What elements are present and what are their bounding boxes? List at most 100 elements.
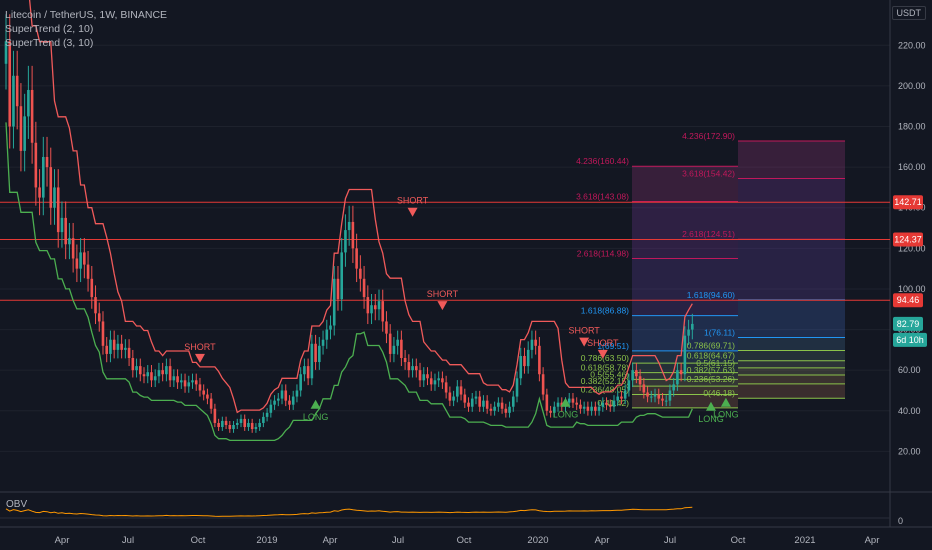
fib-left-band [632, 201, 738, 259]
fib-right-level-label: 0(46.18) [703, 388, 735, 398]
candle-body [83, 252, 86, 265]
fib-right-level-label: 0.786(69.71) [687, 340, 735, 350]
candle-body [79, 252, 82, 269]
candle-body [627, 380, 631, 391]
candle-body [497, 402, 500, 407]
short-arrow-icon [407, 207, 418, 217]
candle-body [224, 420, 228, 425]
candle-body [38, 187, 41, 198]
candle-body [314, 343, 317, 363]
candle-body [280, 390, 284, 399]
candle-body [191, 380, 194, 383]
time-tick-label: Oct [457, 535, 472, 546]
candle-body [340, 252, 343, 300]
candle-body [284, 390, 288, 401]
candle-body [127, 347, 131, 358]
candle-body [198, 384, 202, 391]
candle-body [448, 392, 452, 401]
fib-right-band [738, 367, 845, 375]
candle-body [523, 355, 526, 367]
short-arrow-icon [579, 337, 590, 347]
candle-body [441, 378, 444, 383]
price-level-value: 94.46 [897, 295, 920, 305]
time-tick-label: Apr [55, 535, 70, 546]
fib-right-band [738, 350, 845, 361]
candle-body [508, 406, 511, 413]
candle-body [27, 89, 30, 117]
time-tick-label: 2019 [256, 535, 277, 546]
candle-body [388, 333, 392, 354]
price-level-badge [893, 195, 923, 210]
candle-body [482, 400, 485, 407]
candle-body [370, 305, 373, 314]
fib-right-level-label: 2.618(124.51) [682, 229, 735, 239]
candle-body [135, 366, 138, 371]
long-signal-label: LONG [553, 410, 579, 420]
candle-body [359, 268, 362, 279]
candle-body [101, 321, 105, 346]
long-signal-label: LONG [713, 410, 739, 420]
supertrend-2-label: SuperTrend (3, 10) [5, 37, 94, 49]
candle-body [679, 370, 683, 375]
supertrend-1-label: SuperTrend (2, 10) [5, 23, 94, 35]
candle-body [235, 422, 239, 425]
candle-body [247, 422, 250, 428]
candle-body [470, 398, 474, 407]
candle-body [620, 396, 623, 399]
candle-body [49, 167, 53, 208]
candle-body [176, 376, 179, 383]
candle-body [668, 390, 672, 401]
price-level-badge [893, 293, 923, 308]
fib-left-level-label: 0.786(63.50) [581, 353, 629, 363]
candle-body [594, 406, 597, 411]
fib-right-band [738, 239, 845, 300]
candle-body [452, 396, 455, 401]
candle-body [385, 321, 388, 334]
candle-body [433, 380, 437, 385]
fib-right-level-label: 1.618(94.60) [687, 290, 735, 300]
candle-body [4, 41, 8, 64]
fib-left-level-label: 3.618(143.08) [576, 191, 629, 201]
candle-body [605, 402, 608, 405]
candle-body [616, 396, 620, 401]
short-signal-label: SHORT [427, 289, 459, 299]
fib-right-band [738, 360, 845, 368]
supertrend-long-line [5, 122, 693, 442]
candle-body [112, 339, 116, 350]
candle-body [638, 376, 642, 385]
symbol-title: Litecoin / TetherUS, 1W, BINANCE [5, 9, 168, 21]
candle-body [325, 329, 329, 340]
candle-body [329, 325, 332, 330]
fib-right-band [738, 299, 845, 338]
candle-body [138, 366, 142, 375]
price-tick-label: 220.00 [898, 40, 926, 50]
obv-line [5, 506, 693, 517]
candle-body [187, 382, 191, 387]
price-tick-label: 200.00 [898, 81, 926, 91]
fib-left-level-label: 2.618(114.98) [577, 249, 629, 259]
fib-right-band [738, 178, 845, 240]
countdown-badge [893, 332, 927, 347]
candle-body [429, 378, 433, 385]
time-tick-label: Apr [865, 535, 880, 546]
candle-body [53, 187, 56, 208]
fib-right-box [738, 140, 845, 399]
candle-body [519, 355, 523, 379]
candle-body [485, 400, 489, 409]
candle-body [459, 386, 463, 395]
candle-body [511, 396, 515, 407]
candle-body [8, 41, 12, 127]
fib-right-level-label: 0.618(64.67) [687, 351, 735, 361]
currency-badge[interactable]: USDT [891, 6, 926, 20]
candle-body [396, 339, 399, 346]
candle-body [306, 366, 310, 379]
candle-body [105, 345, 109, 354]
candle-body [19, 106, 23, 151]
candle-body [444, 382, 448, 393]
price-tick-label: 180.00 [898, 122, 926, 132]
fib-left-band [632, 386, 738, 395]
price-tick-label: 60.00 [898, 365, 921, 375]
candle-body [165, 366, 168, 375]
candle-body [202, 390, 205, 395]
